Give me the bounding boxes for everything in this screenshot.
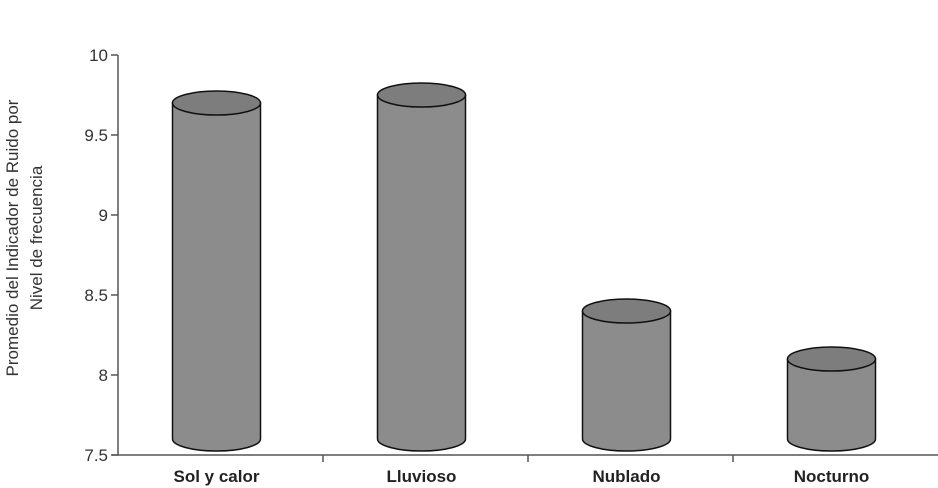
y-axis-title-line-2: Nivel de frecuencia bbox=[27, 165, 46, 310]
bar bbox=[786, 346, 877, 452]
bar-top bbox=[581, 298, 672, 324]
y-axis-title: Promedio del Indicador de Ruido por Nive… bbox=[3, 99, 46, 376]
x-tick-label: Nublado bbox=[593, 467, 661, 486]
axes: 7.5 8 8.5 9 9.5 10 Sol y calor Lluvioso Nublado N… bbox=[84, 46, 938, 486]
bar bbox=[581, 298, 672, 452]
bar-body bbox=[376, 94, 467, 452]
bar-top bbox=[171, 90, 262, 116]
bar-top bbox=[786, 346, 877, 372]
bar bbox=[376, 82, 467, 452]
bar-body bbox=[581, 310, 672, 452]
x-tick-label: Sol y calor bbox=[174, 467, 260, 486]
y-tick-label: 10 bbox=[89, 46, 108, 65]
bars bbox=[171, 82, 877, 452]
bar bbox=[171, 90, 262, 452]
y-tick-label: 8.5 bbox=[84, 286, 108, 305]
y-axis-title-line-1: Promedio del Indicador de Ruido por bbox=[3, 99, 22, 376]
y-tick-label: 7.5 bbox=[84, 446, 108, 465]
bar-body bbox=[786, 358, 877, 452]
bar-body bbox=[171, 102, 262, 452]
x-tick-label: Lluvioso bbox=[387, 467, 457, 486]
x-tick-label: Nocturno bbox=[794, 467, 870, 486]
y-tick-label: 9.5 bbox=[84, 126, 108, 145]
y-tick-label: 9 bbox=[99, 206, 108, 225]
y-tick-label: 8 bbox=[99, 366, 108, 385]
bar-top bbox=[376, 82, 467, 108]
